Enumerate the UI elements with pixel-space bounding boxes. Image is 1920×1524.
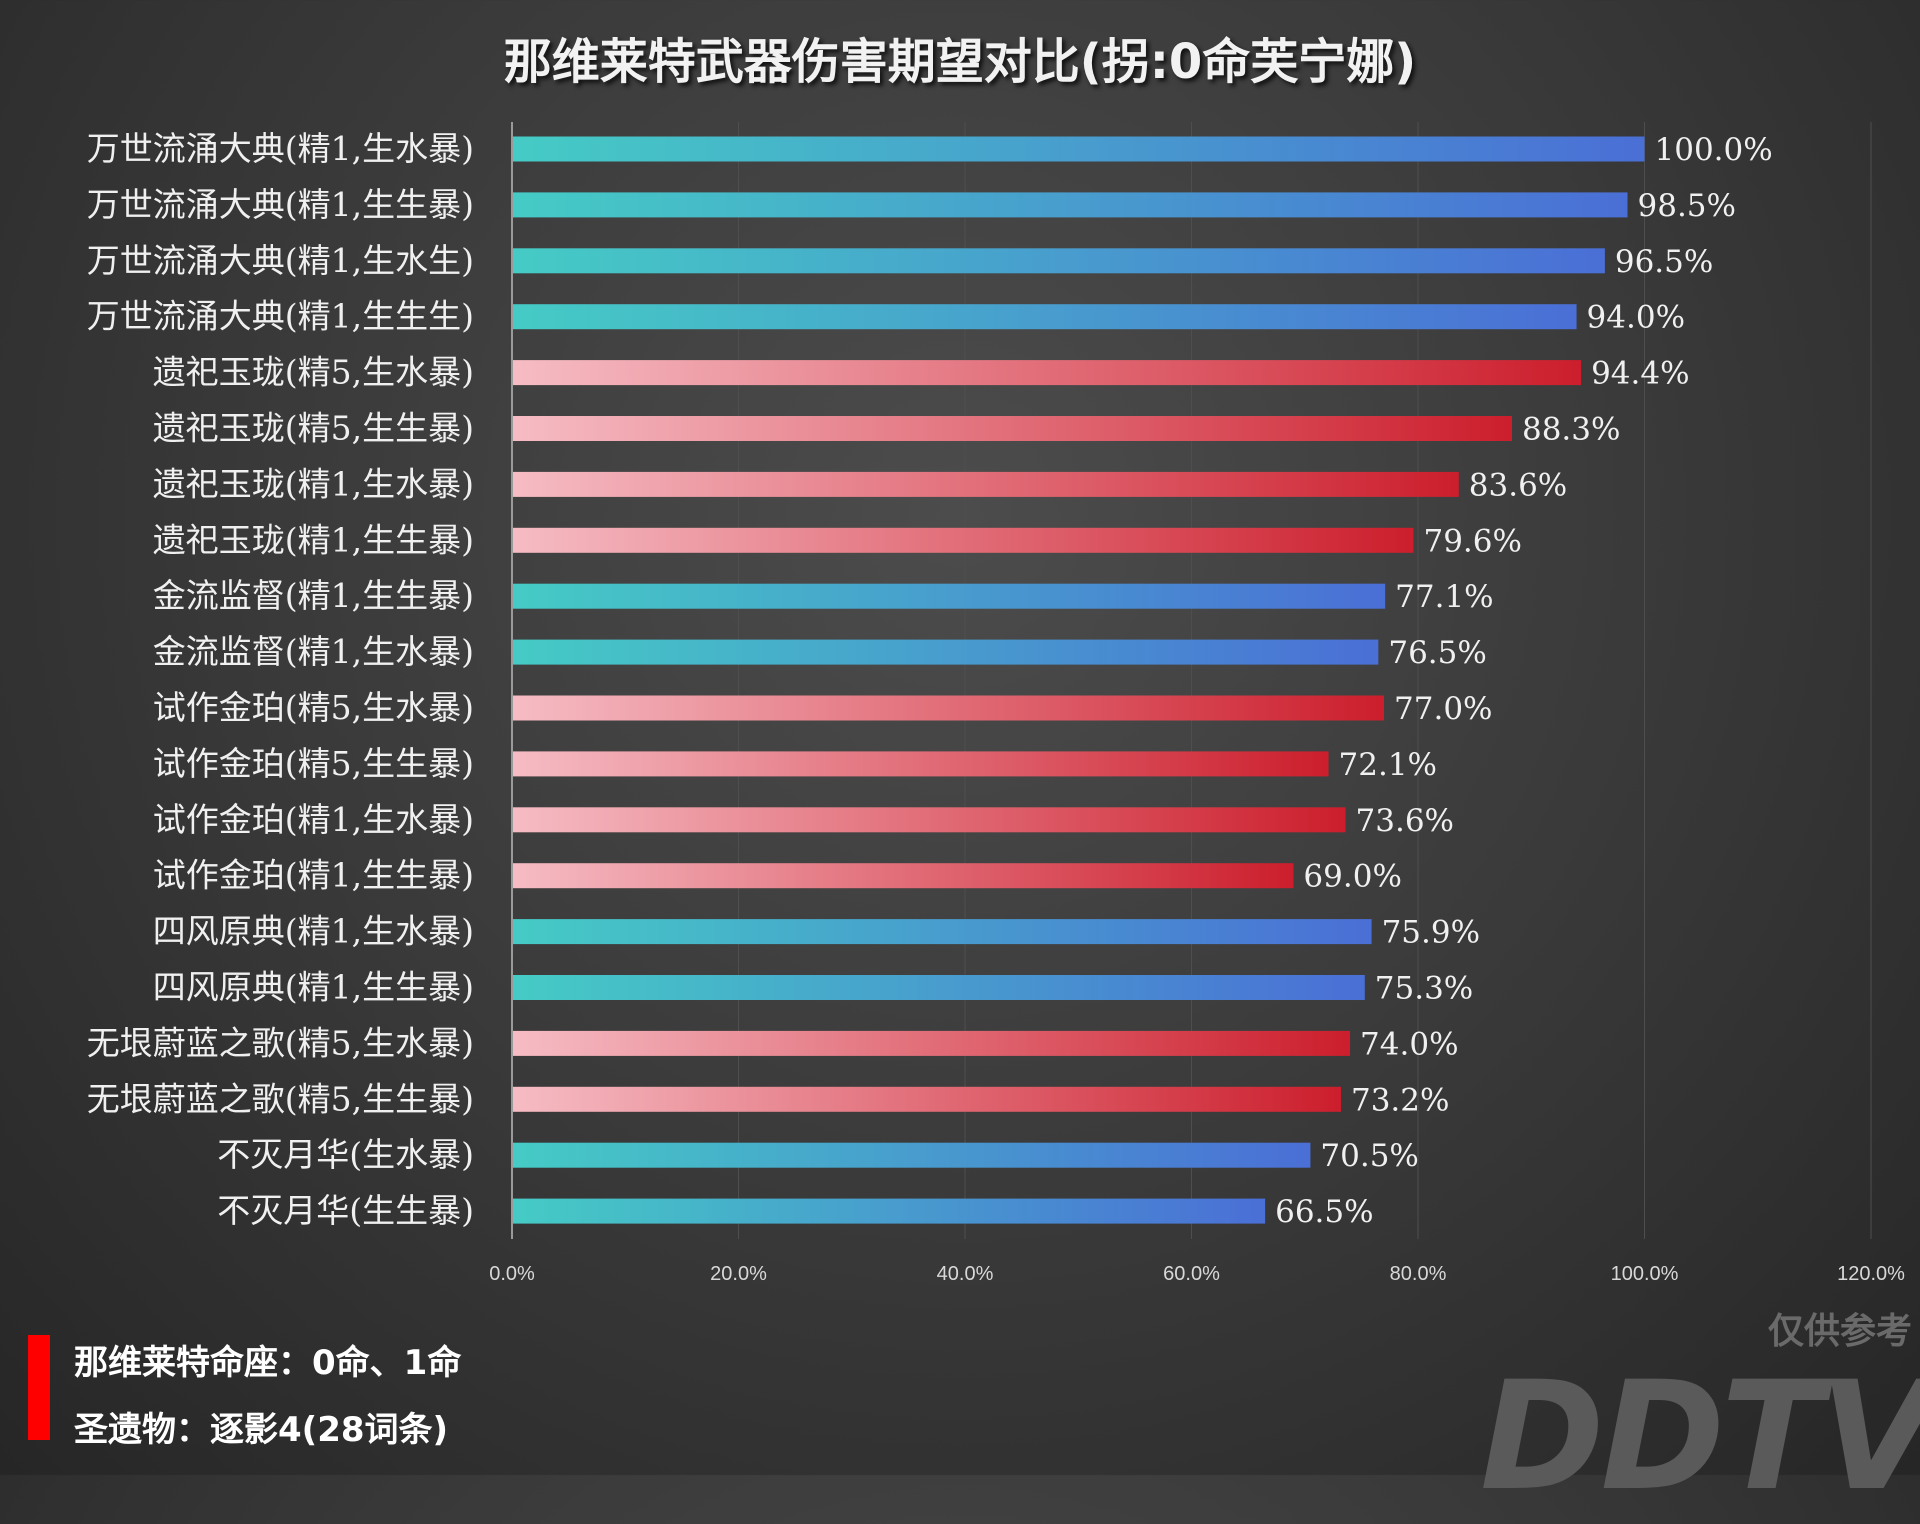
watermark-reference: 仅供参考 [1767,1311,1912,1352]
data-label: 73.6% [1356,803,1454,839]
data-label: 76.5% [1388,635,1486,671]
bar [513,807,1346,833]
category-label: 万世流涌大典(精1,生生暴) [87,185,474,224]
bar-chart: 0.0% 20.0% 40.0% 60.0% 80.0% 100.0% 120.0% 万世流涌… [87,122,1905,1285]
data-label: 69.0% [1303,859,1401,895]
bar [513,471,1459,497]
legend-line-constellation: 那维莱特命座：0命、1命 [74,1343,462,1383]
data-label: 88.3% [1522,412,1620,448]
bar [513,919,1372,945]
bar [513,136,1645,162]
data-label: 73.2% [1351,1082,1449,1118]
data-label: 79.6% [1423,523,1521,559]
bar [513,1142,1311,1168]
category-label: 无垠蔚蓝之歌(精5,生生暴) [87,1079,474,1118]
data-label: 74.0% [1360,1026,1458,1062]
data-label: 72.1% [1339,747,1437,783]
legend-line-artifact: 圣遗物：逐影4(28词条) [74,1410,449,1450]
category-label: 金流监督(精1,生水暴) [153,632,474,671]
data-label: 70.5% [1320,1138,1418,1174]
chart-title: 那维莱特武器伤害期望对比(拐:0命芙宁娜) [503,34,1417,90]
category-label: 万世流涌大典(精1,生生生) [87,297,474,336]
category-label: 遗祀玉珑(精1,生水暴) [153,464,474,503]
category-label: 万世流涌大典(精1,生水生) [87,241,474,280]
x-tick-label: 120.0% [1837,1263,1905,1285]
data-label: 75.9% [1382,915,1480,951]
category-label: 万世流涌大典(精1,生水暴) [87,129,474,168]
category-label: 试作金珀(精5,生生暴) [153,744,474,783]
category-label: 不灭月华(生生暴) [217,1191,474,1230]
category-label: 遗祀玉珑(精5,生水暴) [153,353,474,392]
bar [513,695,1385,721]
data-label: 77.0% [1394,691,1492,727]
bar [513,639,1379,665]
data-label: 77.1% [1395,579,1493,615]
data-label: 98.5% [1638,188,1736,224]
category-label: 遗祀玉珑(精5,生生暴) [153,409,474,448]
bar [513,304,1577,330]
data-label: 96.5% [1615,244,1713,280]
x-tick-label: 80.0% [1390,1263,1447,1285]
x-tick-label: 60.0% [1163,1263,1220,1285]
x-tick-label: 100.0% [1611,1263,1679,1285]
bar [513,863,1294,889]
bar [513,1030,1351,1056]
category-label: 遗祀玉珑(精1,生生暴) [153,520,474,559]
bar [513,1198,1266,1224]
bar [513,583,1386,609]
category-label: 不灭月华(生水暴) [217,1135,474,1174]
watermark-logo: DDTV [1480,1350,1920,1524]
bar [513,192,1628,218]
category-label: 试作金珀(精1,生水暴) [153,800,474,839]
data-label: 66.5% [1275,1194,1373,1230]
bar [513,527,1414,553]
category-label: 金流监督(精1,生生暴) [153,576,474,615]
bar [513,751,1329,777]
category-label: 四风原典(精1,生生暴) [153,968,474,1007]
x-tick-label: 0.0% [489,1263,535,1285]
bar [513,360,1582,386]
category-label: 无垠蔚蓝之歌(精5,生水暴) [87,1023,474,1062]
category-label: 试作金珀(精1,生生暴) [153,856,474,895]
data-label: 75.3% [1375,971,1473,1007]
x-tick-label: 20.0% [710,1263,767,1285]
category-label: 四风原典(精1,生水暴) [153,912,474,951]
bar [513,975,1365,1000]
data-label: 94.4% [1591,356,1689,392]
x-tick-label: 40.0% [937,1263,994,1285]
category-label: 试作金珀(精5,生水暴) [153,688,474,727]
data-label: 94.0% [1587,300,1685,336]
data-label: 83.6% [1469,467,1567,503]
legend-marker [28,1335,50,1440]
bar [513,416,1512,441]
data-label: 100.0% [1655,132,1773,168]
bar [513,248,1605,274]
bar [513,1086,1341,1112]
